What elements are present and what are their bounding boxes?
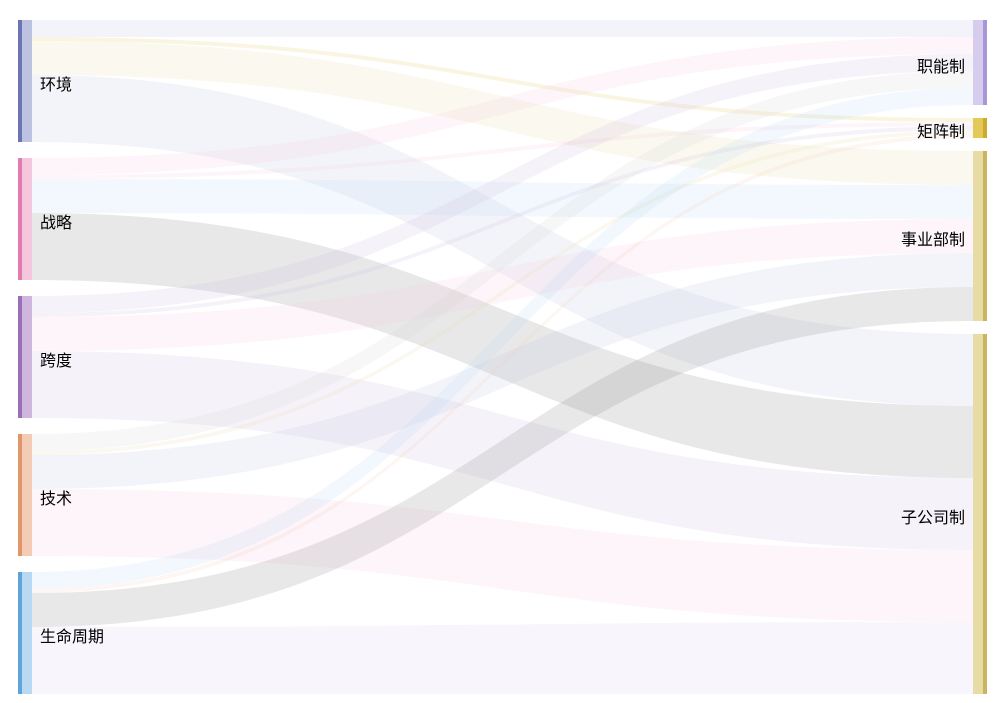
sankey-node-border bbox=[18, 158, 22, 280]
sankey-node-border bbox=[18, 296, 22, 418]
sankey-diagram: 环境战略跨度技术生命周期职能制矩阵制事业部制子公司制 bbox=[0, 0, 1005, 703]
sankey-node-border bbox=[18, 434, 22, 556]
sankey-node-border bbox=[983, 118, 987, 138]
sankey-link bbox=[32, 20, 973, 37]
sankey-node-border bbox=[18, 572, 22, 694]
sankey-node-border bbox=[983, 334, 987, 694]
sankey-node-border bbox=[18, 20, 22, 142]
sankey-node-border bbox=[983, 20, 987, 105]
sankey-node-border bbox=[983, 151, 987, 321]
sankey-link bbox=[32, 622, 973, 694]
